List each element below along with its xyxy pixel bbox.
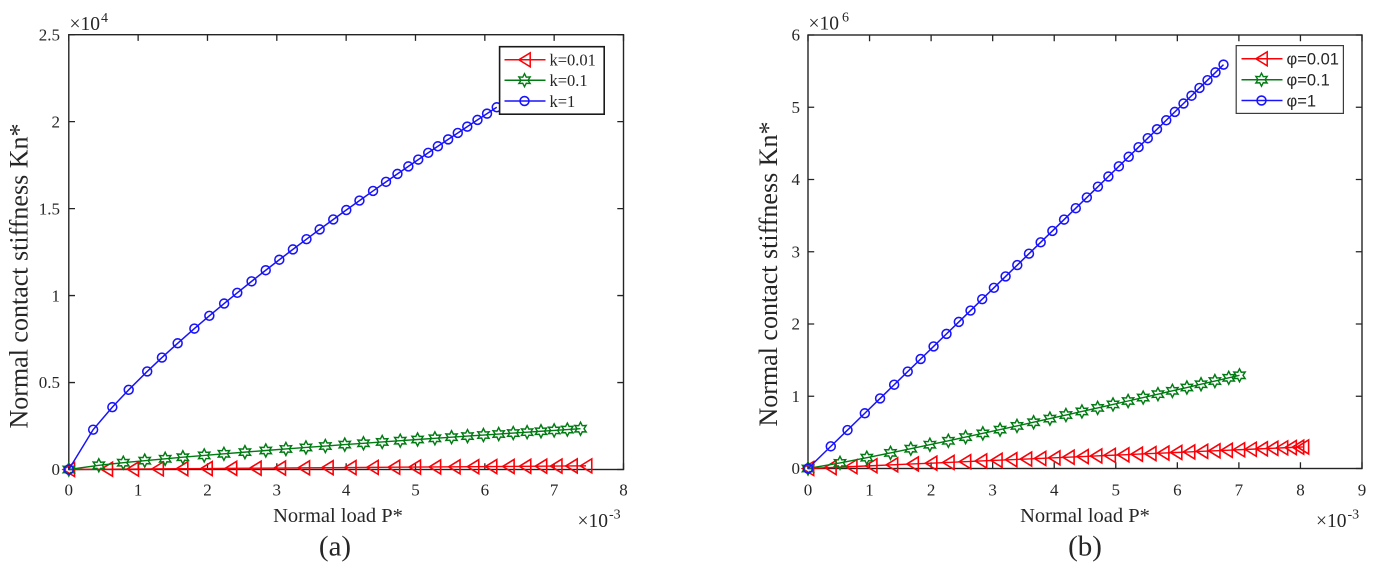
- svg-text:(a): (a): [319, 531, 351, 563]
- svg-text:0: 0: [792, 459, 801, 478]
- svg-text:0: 0: [52, 460, 61, 479]
- svg-text:φ=0.01: φ=0.01: [1287, 51, 1339, 69]
- svg-text:k=0.01: k=0.01: [550, 51, 596, 70]
- svg-text:φ=0.1: φ=0.1: [1287, 72, 1330, 90]
- svg-text:6: 6: [792, 26, 801, 45]
- svg-text:2: 2: [792, 315, 801, 334]
- svg-text:Normal load P*: Normal load P*: [1020, 505, 1150, 527]
- svg-text:1: 1: [52, 286, 61, 305]
- svg-text:2: 2: [52, 112, 61, 131]
- svg-text:0: 0: [804, 481, 813, 500]
- svg-text:3: 3: [273, 481, 282, 500]
- svg-text:4: 4: [792, 170, 801, 189]
- svg-text:4: 4: [1050, 481, 1059, 500]
- svg-text:0.5: 0.5: [39, 373, 60, 392]
- svg-text:5: 5: [1112, 481, 1121, 500]
- svg-text:k=0.1: k=0.1: [550, 71, 588, 90]
- svg-text:1: 1: [865, 481, 874, 500]
- svg-text:4: 4: [342, 481, 351, 500]
- svg-text:6: 6: [481, 481, 490, 500]
- svg-text:3: 3: [988, 481, 997, 500]
- svg-text:Normal load P*: Normal load P*: [273, 505, 403, 527]
- svg-text:3: 3: [792, 242, 801, 261]
- svg-text:7: 7: [550, 481, 559, 500]
- svg-text:5: 5: [792, 98, 801, 117]
- svg-text:φ=1: φ=1: [1287, 92, 1317, 110]
- svg-text:Normal contact stiffness Kn*: Normal contact stiffness Kn*: [754, 122, 783, 427]
- svg-text:8: 8: [1296, 481, 1305, 500]
- svg-text:1: 1: [134, 481, 143, 500]
- svg-text:Normal contact stiffness Kn*: Normal contact stiffness Kn*: [5, 124, 34, 429]
- svg-text:(b): (b): [1068, 531, 1102, 563]
- svg-text:7: 7: [1235, 481, 1244, 500]
- svg-text:0: 0: [65, 481, 74, 500]
- svg-text:9: 9: [1358, 481, 1367, 500]
- svg-text:6: 6: [1173, 481, 1182, 500]
- svg-text:5: 5: [411, 481, 420, 500]
- svg-text:k=1: k=1: [550, 92, 576, 111]
- svg-text:2: 2: [203, 481, 212, 500]
- svg-text:1: 1: [792, 387, 801, 406]
- svg-text:8: 8: [619, 481, 628, 500]
- svg-text:1.5: 1.5: [39, 199, 60, 218]
- svg-text:2.5: 2.5: [39, 25, 60, 44]
- svg-text:2: 2: [927, 481, 936, 500]
